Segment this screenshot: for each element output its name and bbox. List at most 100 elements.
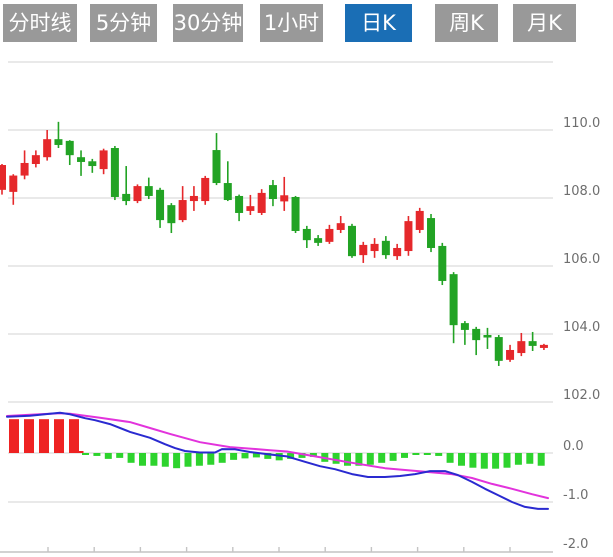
candle [404,216,413,256]
macd-bar-negative [298,453,306,458]
candle [246,194,255,215]
candle-body [212,150,221,184]
price-axis-label: 104.0 [563,320,600,335]
candle [88,158,97,173]
candle-body [257,192,266,213]
candle [325,224,334,244]
macd-bar-negative [173,453,181,469]
candle-body [528,341,537,346]
candle-body [43,139,52,158]
tab-5min[interactable]: 5分钟 [90,4,157,42]
candle [314,235,323,246]
candle [517,332,526,357]
candle-body [381,240,390,256]
macd-bar-negative [446,453,454,463]
macd-bar-positive [69,419,79,453]
candle [415,207,424,234]
period-tabbar: 分时线 5分钟 30分钟 1小时 日K 周K 月K [0,0,613,46]
candle [449,272,458,344]
macd-bar-negative [469,453,477,468]
price-axis-label: 102.0 [563,388,600,403]
candle [268,179,277,207]
candle [201,175,210,205]
macd-bar-negative [230,453,238,460]
price-gridlines [8,61,553,403]
candle-body [189,195,198,202]
candle [110,145,119,201]
tab-monthly-k[interactable]: 月K [513,4,576,42]
tab-timeline[interactable]: 分时线 [3,4,77,42]
candle [438,242,447,286]
candle [189,186,198,211]
macd-bar-positive [54,419,64,453]
candle [472,326,481,356]
candle-body [314,238,323,243]
candle [0,164,6,195]
macd-bar-negative [412,453,420,455]
candle [235,194,244,222]
candle-body [506,349,515,360]
tab-1hour[interactable]: 1小时 [260,4,323,42]
candle-body [325,228,334,242]
candle [212,133,221,186]
tab-30min[interactable]: 30分钟 [173,4,243,42]
candle-body [167,205,176,224]
macd-bar-negative [378,453,386,463]
macd-bar-negative [195,453,203,466]
candle-body [9,175,18,192]
macd-bar-negative [150,453,158,466]
tab-daily-k[interactable]: 日K [345,4,412,42]
candle [280,176,289,211]
macd-bar-negative [93,453,101,456]
macd-bar-positive [39,419,49,453]
candle-body [77,157,86,162]
candle [291,195,300,234]
candle-body [31,155,40,164]
candle-body [110,148,119,197]
candle-body [427,218,436,248]
candle [370,238,379,258]
macd-bar-positive [9,419,19,453]
macd-histogram [9,419,545,469]
candle-body [20,162,29,176]
candle-body [472,328,481,341]
macd-bar-positive [24,419,34,453]
macd-bar-negative [389,453,397,461]
candle [257,189,266,215]
candle [65,140,74,166]
candle-body [291,196,300,231]
candle [460,321,469,345]
macd-bar-negative [435,453,443,456]
candle-body [223,183,232,201]
candle [99,148,108,175]
price-axis-label: 110.0 [563,116,600,131]
candle-body [201,177,210,202]
candle [336,216,345,234]
candle-body [404,221,413,252]
macd-bar-negative [480,453,488,469]
candle [20,150,29,180]
macd-bar-negative [309,453,317,457]
indicator-gridlines [0,452,553,553]
candle-body [393,247,402,257]
candle-body [178,200,187,221]
tab-weekly-k[interactable]: 周K [435,4,498,42]
macd-bar-negative [514,453,522,465]
candle [133,184,142,204]
candle-body [347,225,356,257]
candle-body [460,323,469,330]
candle [31,150,40,168]
candles-group [0,121,548,366]
candle [9,174,18,205]
candle [54,121,63,149]
macd-bar-negative [116,453,124,458]
candle-body [235,195,244,213]
candle-body [280,195,289,202]
macd-bar-negative [207,453,215,465]
dif-line [6,411,549,510]
candle [539,343,548,350]
candle [528,331,537,351]
candle-body [268,185,277,200]
macd-bar-negative [458,453,465,466]
